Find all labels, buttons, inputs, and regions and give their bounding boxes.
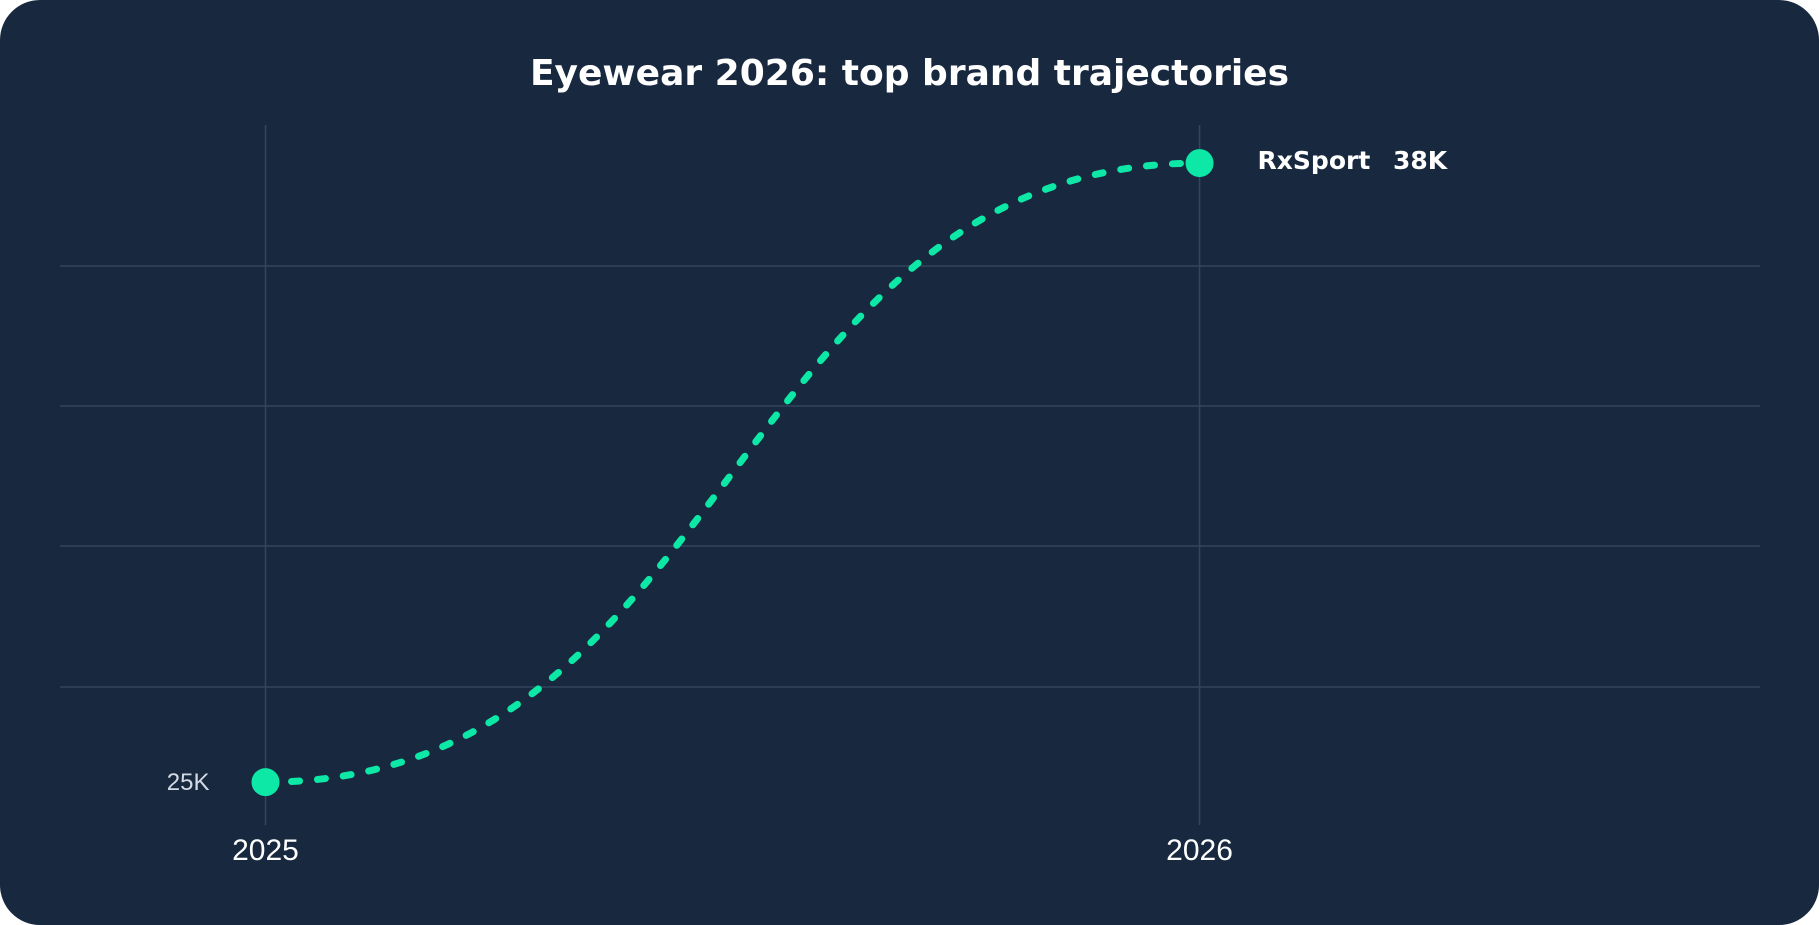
series-line-rxsport <box>261 159 1204 786</box>
chart-title: Eyewear 2026: top brand trajectories <box>530 53 1289 94</box>
data-point-start <box>251 768 280 797</box>
horizontal-gridlines <box>60 265 1760 688</box>
x-axis-tick-labels: 2025 2026 <box>232 834 1233 867</box>
data-point-end <box>1185 149 1214 178</box>
series-end-value-label: 38K <box>1393 146 1449 175</box>
series-name-label: RxSport <box>1258 146 1371 175</box>
x-tick-label-2025: 2025 <box>232 834 299 867</box>
x-tick-label-2026: 2026 <box>1166 834 1233 867</box>
series-points <box>251 149 1214 797</box>
vertical-gridlines <box>264 125 1201 825</box>
start-value-label: 25K <box>167 769 210 796</box>
end-series-label: RxSport 38K <box>1258 146 1449 175</box>
